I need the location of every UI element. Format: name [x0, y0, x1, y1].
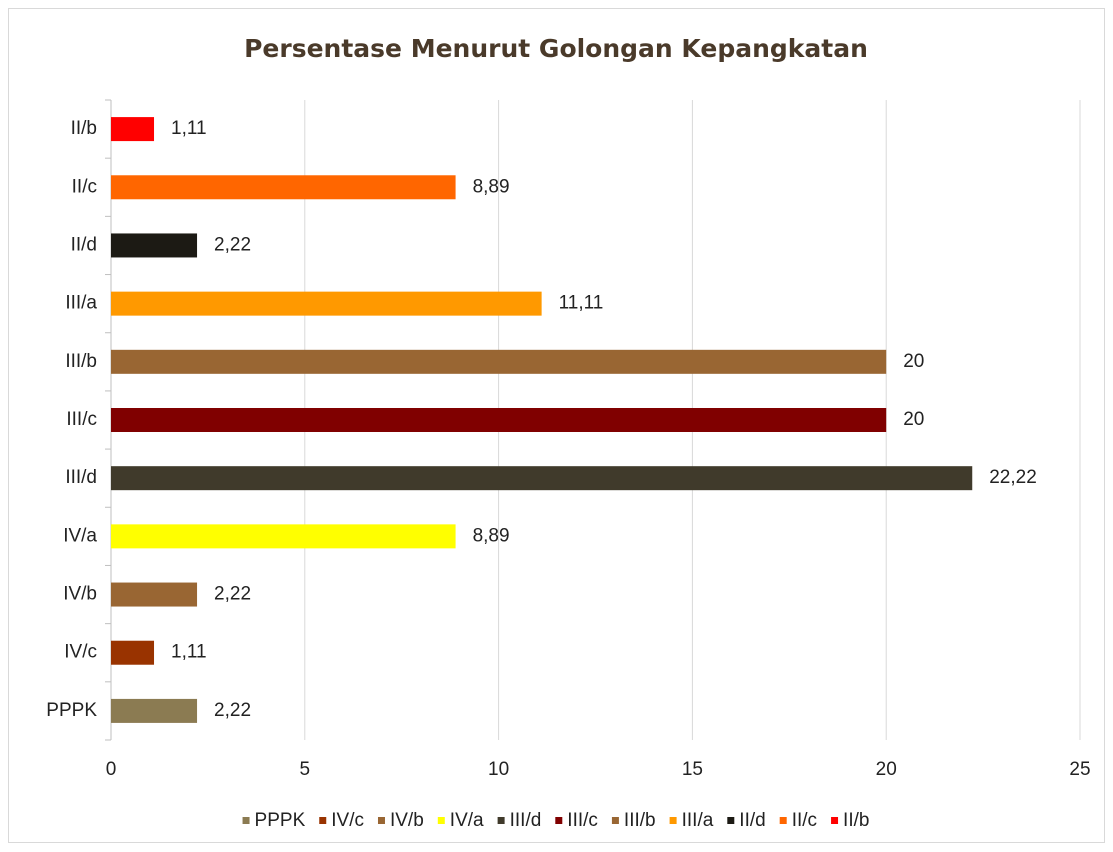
y-tick-label: III/a [65, 293, 97, 314]
legend-label: IV/a [450, 810, 484, 831]
bar [111, 175, 456, 200]
legend-label: II/b [843, 810, 869, 831]
legend-label: II/c [792, 810, 817, 831]
y-tick-label: IV/c [64, 642, 97, 663]
value-label: 1,11 [171, 642, 207, 663]
value-label: 20 [903, 351, 924, 372]
y-tick-label: PPPK [46, 700, 97, 721]
bar [111, 698, 198, 723]
legend-swatch [727, 817, 735, 824]
legend-swatch [779, 817, 787, 824]
legend-label: III/b [624, 810, 656, 831]
bar [111, 291, 542, 316]
legend-label: II/d [739, 810, 765, 831]
bar [111, 408, 887, 432]
value-label: 2,22 [214, 584, 251, 605]
legend-swatch [497, 817, 505, 824]
value-label: 22,22 [989, 467, 1037, 488]
legend-label: III/c [567, 810, 598, 831]
y-tick-label: III/b [65, 351, 97, 372]
x-tick-label: 15 [682, 759, 703, 780]
legend-label: III/a [682, 810, 714, 831]
value-label: 8,89 [473, 176, 510, 197]
value-label: 2,22 [214, 234, 251, 255]
x-tick-label: 5 [300, 759, 311, 780]
bar [111, 640, 155, 665]
bar [111, 349, 887, 374]
legend-label: PPPK [255, 810, 306, 831]
value-label: 20 [903, 409, 924, 430]
chart-title: Persentase Menurut Golongan Kepangkatan [244, 34, 868, 63]
legend-label: IV/c [331, 810, 364, 831]
legend-label: III/d [510, 810, 542, 831]
legend-swatch [669, 817, 677, 824]
value-label: 11,11 [559, 293, 604, 314]
bar [111, 466, 973, 491]
legend-swatch [831, 817, 839, 824]
x-tick-label: 25 [1069, 759, 1090, 780]
bar [111, 524, 456, 549]
legend-swatch [242, 817, 250, 824]
legend-label: IV/b [390, 810, 424, 831]
bar [111, 233, 198, 258]
value-label: 1,11 [171, 118, 207, 139]
y-tick-label: IV/b [63, 584, 97, 605]
value-label: 2,22 [214, 700, 251, 721]
legend-swatch [555, 817, 563, 824]
y-tick-label: II/b [71, 118, 97, 139]
y-tick-label: II/c [72, 176, 97, 197]
y-tick-label: III/c [66, 409, 97, 430]
x-tick-label: 10 [488, 759, 509, 780]
y-tick-label: III/d [65, 467, 97, 488]
legend-swatch [611, 817, 619, 824]
x-tick-label: 0 [106, 759, 117, 780]
legend-swatch [437, 817, 445, 824]
bar [111, 117, 155, 142]
legend-swatch [377, 817, 385, 824]
y-tick-label: IV/a [63, 525, 97, 546]
y-tick-label: II/d [71, 234, 97, 255]
bar [111, 582, 198, 607]
legend-swatch [319, 817, 327, 824]
x-tick-label: 20 [876, 759, 897, 780]
value-label: 8,89 [473, 525, 510, 546]
